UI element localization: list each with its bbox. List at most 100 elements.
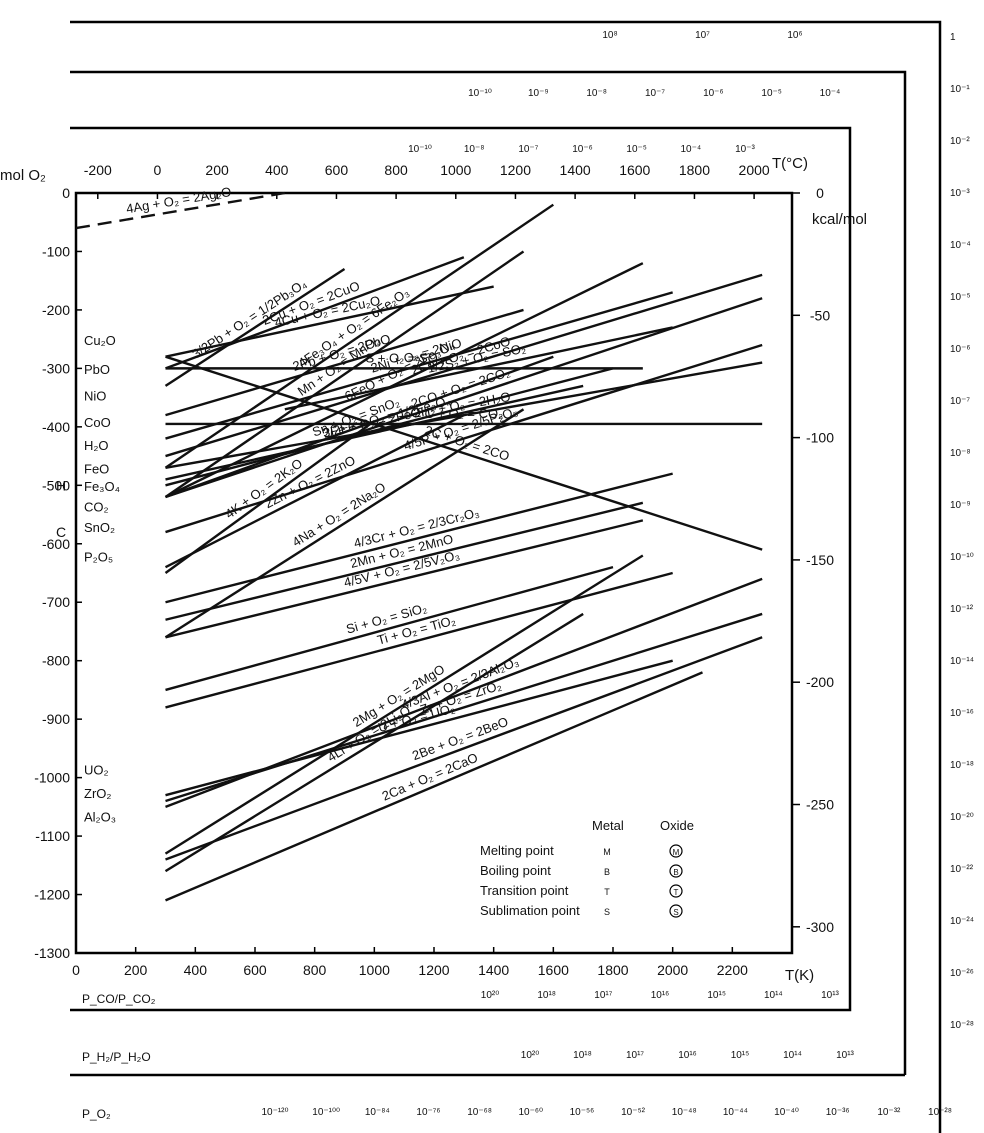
legend-row-label: Melting point [480, 843, 554, 858]
right-scale-value: 10⁻⁷ [950, 396, 970, 407]
ticks: 0 200 400 600 800 1000 1200 1400 1600 1800 2000 220… [34, 162, 834, 978]
x-tick-label-c: 1800 [679, 162, 710, 178]
x-tick-label-c: 800 [384, 162, 408, 178]
x-tick-label-k: 200 [124, 962, 148, 978]
reaction-line [165, 565, 614, 692]
right-scale-value: 10⁻¹ [950, 84, 970, 95]
x-tick-label-c: 1400 [560, 162, 591, 178]
po2-scale-value: 10⁻⁴⁴ [723, 1107, 748, 1118]
outer-scales: 1 10⁻¹ 10⁻² 10⁻³ 10⁻⁴ 10⁻⁵ 10⁻⁶ 10⁻⁷ 10⁻⁸ 10⁻⁹ 10⁻… [82, 30, 974, 1121]
po2-scale-value: 10⁻⁶⁸ [467, 1107, 492, 1118]
right-scale-value: 10⁻³ [950, 188, 970, 199]
reaction-line [165, 501, 644, 621]
ph2-scale-value: 10¹⁵ [731, 1050, 750, 1061]
left-oxide-label: Al₂O₃ [84, 809, 116, 824]
top-scale-1-value: 10⁶ [787, 30, 802, 41]
ph2-scale-value: 10¹⁷ [626, 1050, 644, 1061]
y-tick-label-right: -100 [806, 430, 834, 446]
legend-row-label: Sublimation point [480, 903, 580, 918]
y-tick-label-right: -200 [806, 674, 834, 690]
reaction-line [165, 285, 494, 358]
left-oxide-label: P₂O₅ [84, 549, 113, 564]
left-oxide-label: FeO [84, 462, 109, 477]
right-scale-value: 10⁻¹⁸ [950, 760, 974, 771]
x-tick-label-k: 800 [303, 962, 327, 978]
right-scale-value: 10⁻²⁸ [950, 1020, 974, 1031]
top-scale-2-value: 10⁻¹⁰ [468, 88, 492, 99]
legend-col-oxide: Oxide [660, 818, 694, 833]
ph2-scale-value: 10¹⁶ [678, 1050, 697, 1061]
top-scale-3-value: 10⁻⁵ [626, 144, 647, 155]
right-scale-value: 10⁻¹⁰ [950, 552, 974, 563]
legend-oxide-circle [669, 884, 683, 898]
x-tick-label-k: 400 [184, 962, 208, 978]
left-oxide-label: PbO [84, 362, 110, 377]
y-tick-label: -1000 [34, 770, 70, 786]
reaction-label: S + O₂ = SO₂ [366, 350, 443, 365]
top-scale-3-value: 10⁻⁷ [518, 144, 538, 155]
x-tick-label-c: 1000 [440, 162, 471, 178]
legend: Metal Oxide Melting point M M Boiling point… [480, 818, 694, 918]
reaction-line [75, 191, 286, 230]
left-axis-label: mol O₂ [0, 167, 46, 184]
x-tick-label-k: 1800 [597, 962, 628, 978]
right-scale-value: 1 [950, 32, 956, 43]
right-scale-value: 10⁻² [950, 136, 970, 147]
right-scale-value: 10⁻¹⁶ [950, 708, 974, 719]
left-oxide-label: SnO₂ [84, 520, 115, 535]
y-tick-label-right: -250 [806, 797, 834, 813]
y-tick-label: -600 [42, 536, 70, 552]
pco-row-label: P_CO/P_CO₂ [82, 992, 156, 1006]
reaction-line [164, 420, 376, 574]
top-scale-3-value: 10⁻¹⁰ [408, 144, 432, 155]
y-tick-label: -300 [42, 360, 70, 376]
po2-row-label: P_O₂ [82, 1107, 111, 1121]
ph2-scale-value: 10¹⁸ [573, 1050, 592, 1061]
pco-scale-value: 10¹⁶ [651, 990, 670, 1001]
top-axis-label: T(°C) [772, 155, 808, 172]
legend-row-label: Boiling point [480, 863, 551, 878]
x-tick-label-k: 2000 [657, 962, 688, 978]
x-tick-label-c: 400 [265, 162, 289, 178]
po2-scale-value: 10⁻²⁸ [928, 1107, 952, 1118]
right-scale-value: 10⁻⁶ [950, 344, 971, 355]
right-scale-value: 10⁻¹² [950, 604, 974, 615]
reaction-line [165, 384, 584, 481]
reaction-line [165, 291, 673, 440]
right-scale-value: 10⁻⁸ [950, 448, 971, 459]
reaction-line [165, 671, 703, 902]
reaction-label: C + O₂ = CO₂ [424, 406, 503, 421]
x-tick-label-c: 600 [325, 162, 349, 178]
plot-area [74, 191, 794, 955]
legend-metal-symbol: S [604, 907, 610, 917]
reaction-line [165, 519, 644, 639]
top-scale-3-value: 10⁻⁶ [572, 144, 593, 155]
left-oxide-label: H₂O [84, 438, 109, 453]
reaction-line [165, 308, 524, 417]
y-tick-label: 0 [62, 185, 70, 201]
reaction-line [165, 472, 673, 604]
y-tick-label: -1300 [34, 945, 70, 961]
legend-oxide-circle [669, 864, 683, 878]
reaction-line [165, 297, 763, 499]
scale-frames [70, 20, 942, 1133]
top-scale-1-value: 10⁸ [602, 30, 617, 41]
ph2-row-label: P_H₂/P_H₂O [82, 1050, 151, 1064]
left-marker-h: H [56, 477, 66, 493]
y-tick-label-right: -50 [810, 307, 830, 323]
left-oxide-label: Fe₃O₄ [84, 479, 120, 494]
bottom-axis-label: T(K) [785, 967, 814, 984]
reaction-line [164, 554, 644, 855]
right-scale-value: 10⁻¹⁴ [950, 656, 974, 667]
po2-scale-value: 10⁻⁸⁴ [365, 1107, 390, 1118]
y-tick-label-right: 0 [816, 185, 824, 201]
left-oxide-label: UO₂ [84, 763, 109, 778]
legend-oxide-circle [669, 844, 683, 858]
right-scale-value: 10⁻²⁴ [950, 916, 974, 927]
y-tick-label: -800 [42, 653, 70, 669]
pco-scale-value: 10¹⁸ [537, 990, 556, 1001]
reaction-line [164, 262, 644, 499]
top-scale-2-value: 10⁻⁴ [820, 88, 841, 99]
po2-scale-value: 10⁻³⁶ [826, 1107, 850, 1118]
legend-col-metal: Metal [592, 818, 624, 833]
